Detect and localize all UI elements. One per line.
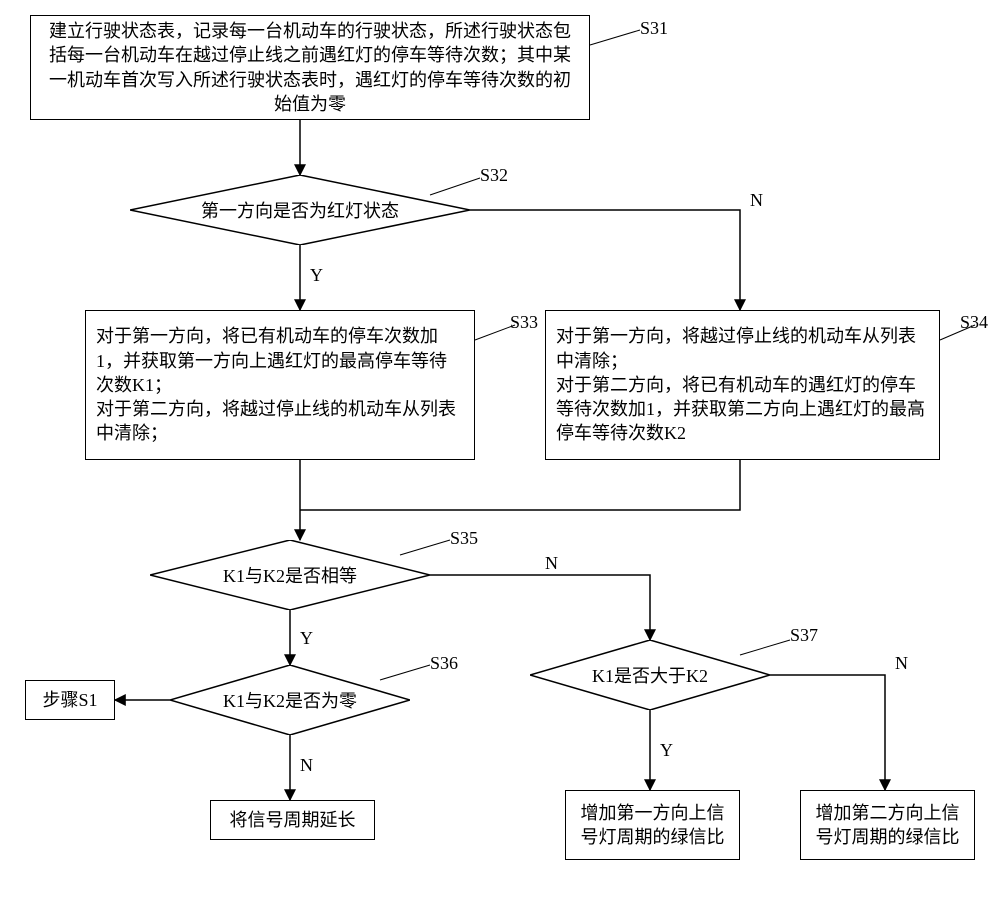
node-s35-text: K1与K2是否相等 [223,562,357,588]
node-s34-text: 对于第一方向，将越过停止线的机动车从列表中清除； 对于第二方向，将已有机动车的遇… [556,324,929,445]
tag-s34: S34 [960,312,988,333]
node-inc2-text: 增加第二方向上信号灯周期的绿信比 [811,801,964,850]
node-extend-text: 将信号周期延长 [230,808,356,832]
tag-s36: S36 [430,653,458,674]
node-step-s1-text: 步骤S1 [42,688,97,712]
node-extend: 将信号周期延长 [210,800,375,840]
node-s31: 建立行驶状态表，记录每一台机动车的行驶状态，所述行驶状态包括每一台机动车在越过停… [30,15,590,120]
node-step-s1: 步骤S1 [25,680,115,720]
s36-n: N [300,755,313,776]
node-inc1: 增加第一方向上信号灯周期的绿信比 [565,790,740,860]
tag-s31: S31 [640,18,668,39]
s35-n: N [545,553,558,574]
s35-y: Y [300,628,313,649]
s37-y: Y [660,740,673,761]
node-s35: K1与K2是否相等 [150,540,430,610]
s32-n: N [750,190,763,211]
node-s36-text: K1与K2是否为零 [223,687,357,713]
node-s36: K1与K2是否为零 [170,665,410,735]
node-s32: 第一方向是否为红灯状态 [130,175,470,245]
node-inc1-text: 增加第一方向上信号灯周期的绿信比 [576,801,729,850]
node-s33-text: 对于第一方向，将已有机动车的停车次数加1，并获取第一方向上遇红灯的最高停车等待次… [96,324,464,445]
node-s32-text: 第一方向是否为红灯状态 [201,197,399,223]
tag-s32: S32 [480,165,508,186]
s37-n: N [895,653,908,674]
node-s33: 对于第一方向，将已有机动车的停车次数加1，并获取第一方向上遇红灯的最高停车等待次… [85,310,475,460]
tag-s35: S35 [450,528,478,549]
node-s37-text: K1是否大于K2 [592,662,708,688]
node-s34: 对于第一方向，将越过停止线的机动车从列表中清除； 对于第二方向，将已有机动车的遇… [545,310,940,460]
node-s37: K1是否大于K2 [530,640,770,710]
flowchart-canvas: 建立行驶状态表，记录每一台机动车的行驶状态，所述行驶状态包括每一台机动车在越过停… [0,0,1000,898]
tag-s33: S33 [510,312,538,333]
node-inc2: 增加第二方向上信号灯周期的绿信比 [800,790,975,860]
s32-y: Y [310,265,323,286]
node-s31-text: 建立行驶状态表，记录每一台机动车的行驶状态，所述行驶状态包括每一台机动车在越过停… [41,19,579,116]
tag-s37: S37 [790,625,818,646]
